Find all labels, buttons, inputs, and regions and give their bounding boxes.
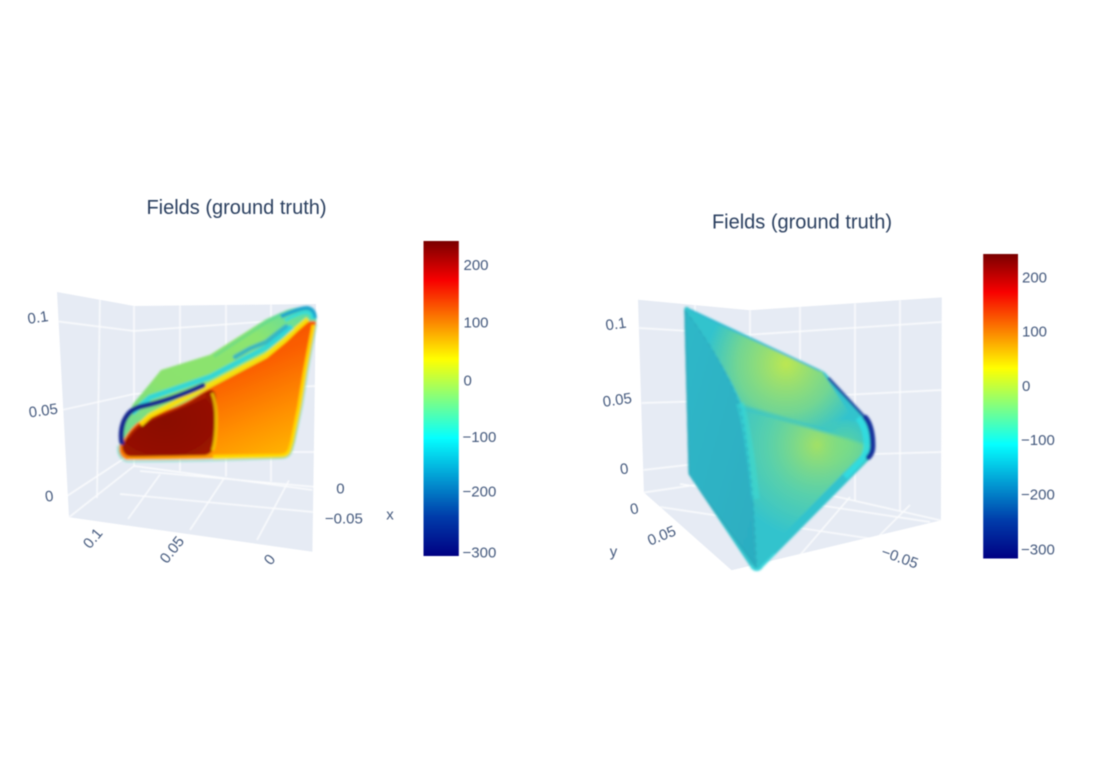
svg-text:0: 0 <box>619 460 630 478</box>
svg-text:−100: −100 <box>1021 432 1055 449</box>
svg-text:0: 0 <box>336 481 344 498</box>
svg-text:0: 0 <box>44 488 55 506</box>
svg-text:0: 0 <box>464 372 472 389</box>
svg-text:0.05: 0.05 <box>645 523 678 550</box>
svg-text:0.05: 0.05 <box>28 401 59 422</box>
svg-text:−0.05: −0.05 <box>879 544 920 573</box>
svg-text:0.1: 0.1 <box>604 315 627 335</box>
svg-text:−300: −300 <box>1021 541 1055 558</box>
svg-text:100: 100 <box>1022 323 1047 340</box>
svg-text:0.1: 0.1 <box>26 308 49 328</box>
svg-text:200: 200 <box>1022 269 1047 286</box>
svg-text:0.1: 0.1 <box>80 525 106 552</box>
svg-text:0: 0 <box>261 551 279 568</box>
svg-text:−100: −100 <box>463 429 497 446</box>
svg-text:−200: −200 <box>463 483 497 500</box>
svg-text:−200: −200 <box>1021 487 1055 504</box>
svg-text:0.05: 0.05 <box>602 390 633 411</box>
svg-text:−0.05: −0.05 <box>325 510 363 527</box>
svg-text:Fields (ground truth): Fields (ground truth) <box>146 197 326 219</box>
svg-text:0: 0 <box>629 500 641 518</box>
svg-text:x: x <box>386 506 394 523</box>
svg-text:−300: −300 <box>463 544 497 561</box>
svg-text:200: 200 <box>464 257 489 274</box>
svg-text:0: 0 <box>1022 378 1030 395</box>
svg-text:100: 100 <box>464 314 489 331</box>
svg-text:y: y <box>610 543 618 560</box>
svg-text:0.05: 0.05 <box>157 533 188 566</box>
svg-text:Fields (ground truth): Fields (ground truth) <box>712 212 892 234</box>
